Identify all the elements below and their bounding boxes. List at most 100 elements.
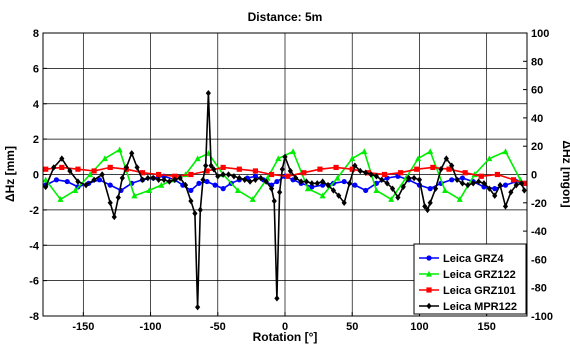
data-point [510,177,517,183]
y-tick-label: 2 [33,134,39,146]
data-point [279,165,285,173]
data-point [285,173,291,179]
data-point [341,178,347,185]
data-point [398,170,404,176]
data-point [334,174,341,181]
data-point [361,148,368,155]
x-tick-label: -50 [210,321,226,333]
legend-entry: Leica GRZ4 [419,253,504,265]
y-tick-label: -6 [29,276,39,288]
data-point [486,155,493,162]
legend-entry: Leica GRZ101 [419,285,516,297]
data-point [116,146,123,153]
data-point [166,178,172,185]
series-3 [43,89,527,311]
data-point [252,168,259,174]
data-point [379,176,385,184]
data-point [115,194,121,201]
data-point [107,182,113,188]
data-point [177,174,183,182]
data-point [314,180,320,187]
data-point [521,180,527,186]
data-point [502,148,509,155]
data-point [406,174,412,182]
data-point [215,173,221,180]
y-tick-label: 8 [33,28,39,40]
data-point [400,183,406,191]
series-1 [42,146,524,202]
y2-tick-label: -80 [531,283,547,295]
data-point [368,171,374,178]
data-point [349,166,355,172]
y-tick-label: 0 [33,170,39,182]
data-point [415,155,422,162]
data-point [119,174,125,182]
data-point [242,176,248,184]
data-point [188,171,194,178]
data-point [430,164,436,171]
data-point [330,187,336,194]
data-point [249,196,256,202]
data-point [271,197,277,205]
data-point [156,176,162,184]
data-point [309,184,315,190]
x-tick-label: 0 [282,321,288,333]
data-point [336,192,342,199]
data-point [275,155,282,162]
data-point [139,176,146,184]
data-point [389,185,396,192]
legend-swatch-marker [426,302,432,310]
y2-tick-label: 40 [531,113,543,125]
data-point [123,164,129,171]
data-point [427,186,433,192]
y2-tick-label: 0 [531,170,537,182]
y-tick-label: 4 [33,99,40,111]
data-point [349,155,356,162]
data-point [194,155,201,162]
legend-label: Leica GRZ122 [443,269,516,281]
data-point [309,180,315,187]
data-point [107,164,113,171]
data-point [373,173,380,180]
data-point [188,187,194,194]
y2-tick-label: -100 [531,311,553,323]
data-point [205,89,211,97]
data-point [424,206,431,214]
data-point [146,187,153,194]
legend-label: Leica GRZ101 [443,285,516,297]
data-point [268,171,275,178]
data-point [333,164,339,171]
data-point [220,186,226,192]
data-point [220,171,226,178]
data-point [91,168,97,174]
data-point [107,199,113,206]
data-point [43,166,49,172]
data-point [352,182,358,188]
data-point [220,164,226,171]
data-point [53,177,60,183]
data-point [494,171,501,178]
data-point [432,185,439,192]
data-point [373,187,380,194]
data-point [196,180,202,186]
y-tick-label: 6 [33,63,39,75]
data-point [508,188,514,196]
data-point [301,170,307,176]
data-point [352,162,358,169]
data-point [363,169,369,176]
data-point [51,164,57,171]
y-tick-label: -2 [29,205,39,217]
legend-swatch-marker [426,287,432,293]
data-point [282,153,288,161]
data-point [492,192,498,199]
legend-entry: Leica GRZ122 [419,269,516,281]
data-point [427,148,434,155]
data-point [101,155,108,162]
legend-swatch-marker [426,270,432,277]
data-point [446,166,452,172]
data-point [449,162,455,169]
data-point [486,185,492,192]
data-point [236,166,242,172]
data-point [111,213,117,221]
y2-axis-label: ΔHz [mgon] [560,140,570,207]
